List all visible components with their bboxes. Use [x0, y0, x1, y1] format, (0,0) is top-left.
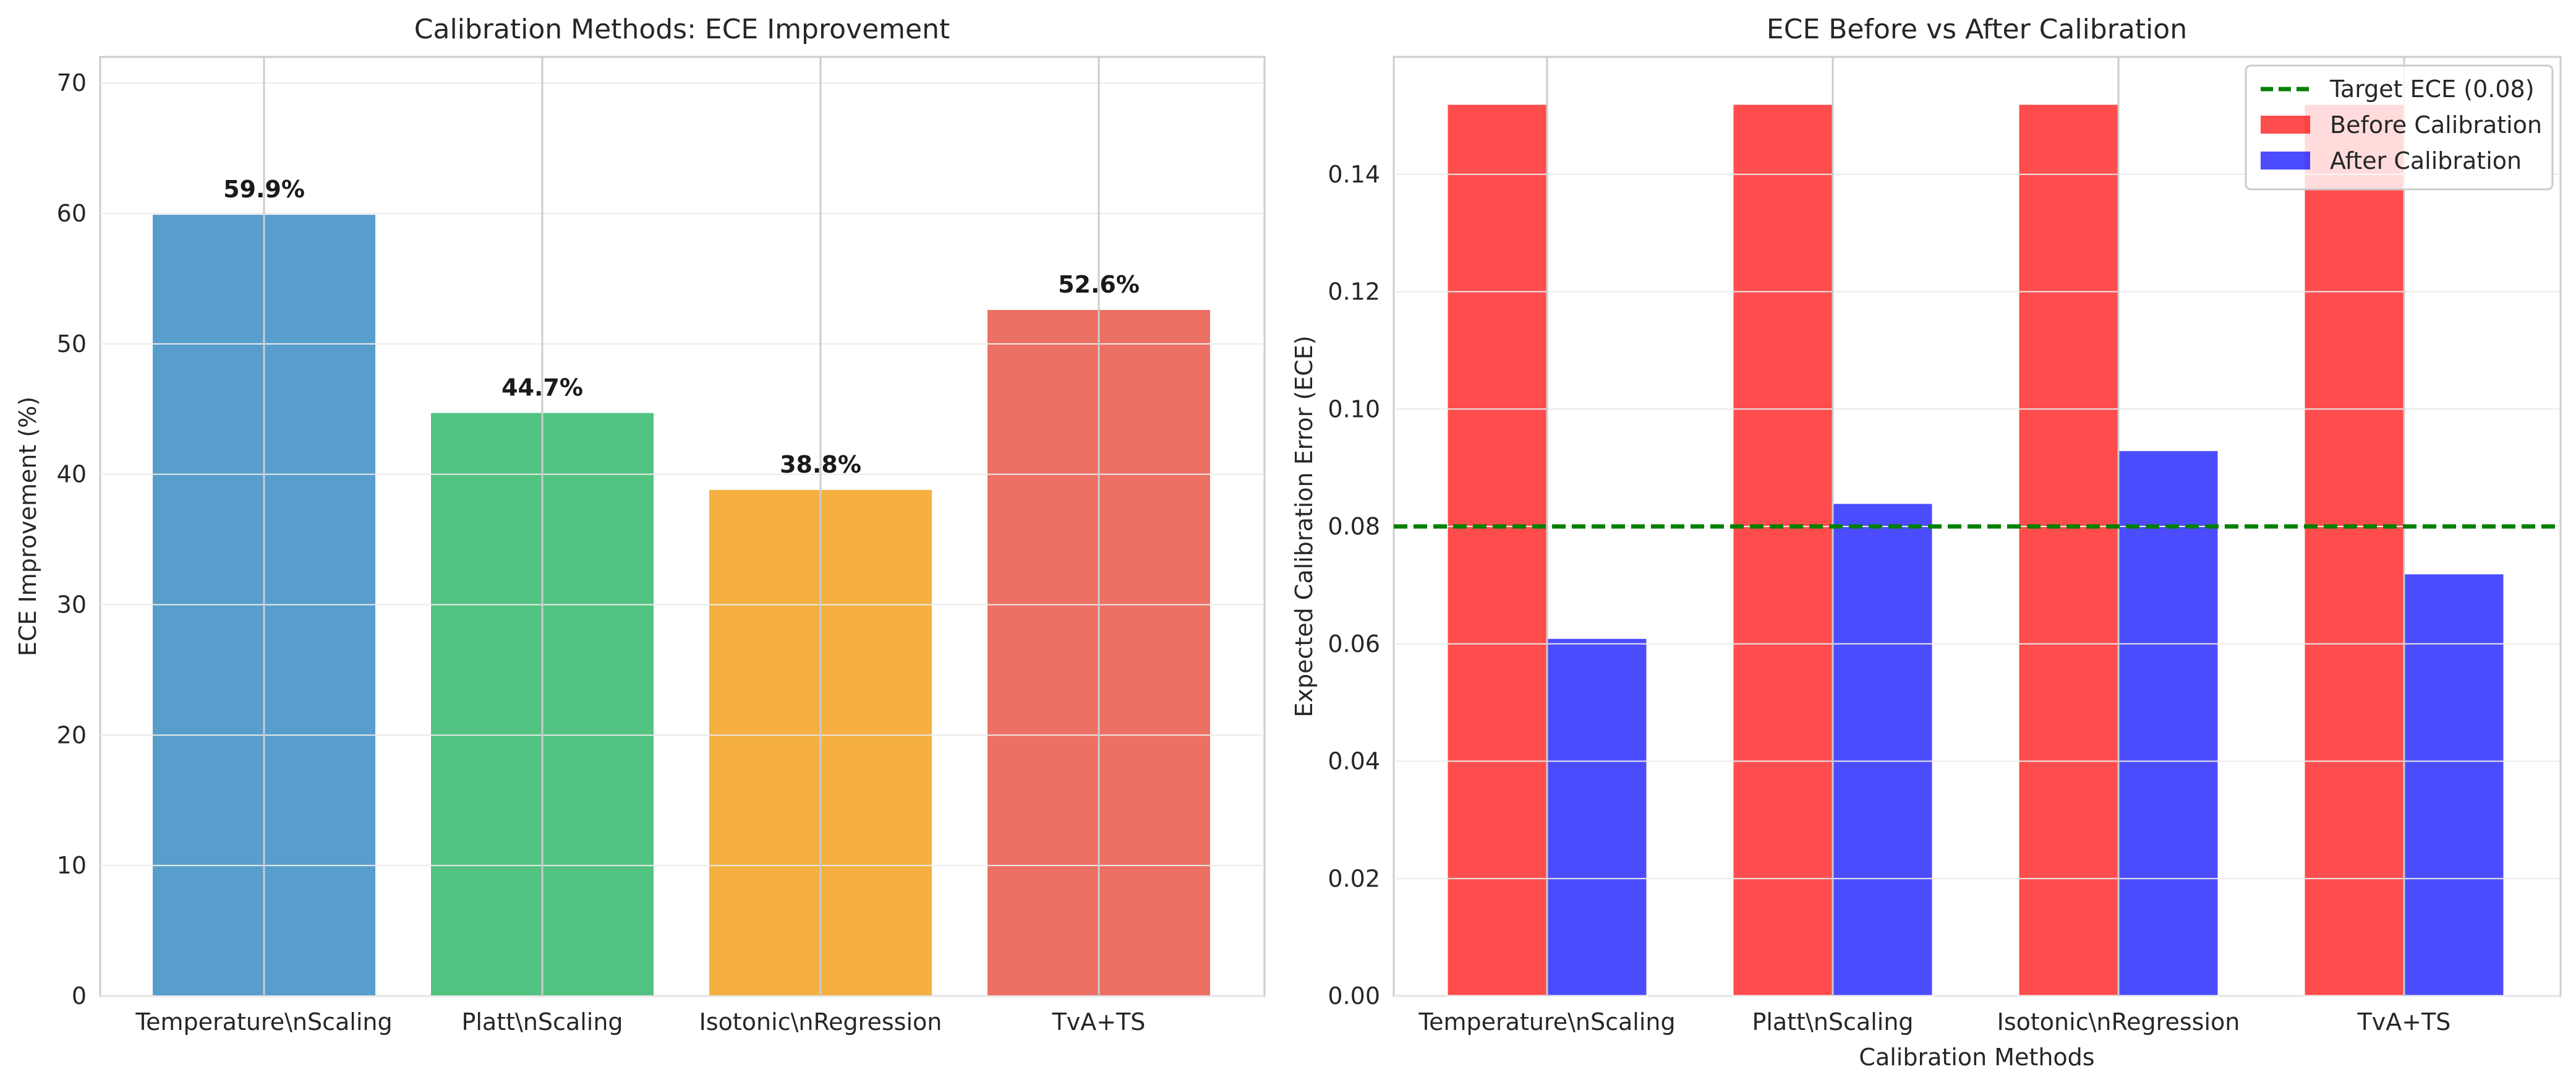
y-axis-label: ECE Improvement (%)	[14, 397, 41, 656]
y-tick-label: 0.10	[1328, 395, 1380, 423]
legend-swatch-before	[2261, 116, 2310, 134]
data-label: 52.6%	[1058, 271, 1140, 298]
bars	[1446, 103, 2506, 997]
y-tick-label: 10	[57, 852, 87, 879]
x-tick-label: Platt\nScaling	[461, 1008, 623, 1036]
data-labels: 59.9% 44.7% 38.8% 52.6%	[223, 176, 1140, 478]
legend-label-before: Before Calibration	[2330, 111, 2542, 139]
y-tick-label: 0.04	[1328, 748, 1380, 775]
legend: Target ECE (0.08) Before Calibration Aft…	[2245, 64, 2554, 191]
y-tick-label: 0.00	[1328, 982, 1380, 1010]
x-ticks: Temperature\nScaling Platt\nScaling Isoton…	[135, 1008, 1145, 1036]
x-tick-label: Isotonic\nRegression	[699, 1008, 942, 1036]
legend-swatch-after	[2261, 152, 2310, 170]
legend-box	[2245, 64, 2554, 191]
y-tick-label: 70	[57, 69, 87, 97]
bar-before	[2017, 103, 2120, 997]
bar-after	[2117, 449, 2220, 997]
x-tick-label: Platt\nScaling	[1752, 1008, 1913, 1036]
chart-title: Calibration Methods: ECE Improvement	[414, 14, 950, 45]
bar-before	[2303, 103, 2405, 997]
data-label: 44.7%	[501, 374, 583, 401]
y-tick-label: 60	[57, 200, 87, 227]
x-tick-label: TvA+TS	[2357, 1008, 2451, 1036]
x-tick-label: Temperature\nScaling	[1418, 1008, 1675, 1036]
y-tick-label: 40	[57, 461, 87, 488]
y-tick-label: 0.08	[1328, 513, 1380, 540]
y-tick-label: 20	[57, 721, 87, 749]
y-tick-label: 0.14	[1328, 161, 1380, 188]
y-tick-label: 0.06	[1328, 630, 1380, 658]
bar-after	[2403, 572, 2506, 997]
y-tick-label: 0.12	[1328, 278, 1380, 306]
data-label: 59.9%	[223, 176, 305, 203]
y-tick-label: 0	[72, 982, 87, 1010]
x-tick-label: TvA+TS	[1052, 1008, 1146, 1036]
chart-ece-comparison: 0.00 0.02 0.04 0.06 0.08 0.10 0.12 0.14 Tempera…	[1290, 14, 2562, 1071]
x-axis-label: Calibration Methods	[1859, 1044, 2094, 1071]
data-label: 38.8%	[780, 451, 861, 478]
y-ticks: 0 10 20 30 40 50 60 70	[57, 69, 87, 1010]
y-ticks: 0.00 0.02 0.04 0.06 0.08 0.10 0.12 0.14	[1328, 161, 1380, 1010]
chart-title: ECE Before vs After Calibration	[1767, 14, 2187, 45]
chart-improvement: 59.9% 44.7% 38.8% 52.6% 0 10 20 30 40 50 60 70 Tem…	[14, 14, 1266, 1036]
x-tick-label: Isotonic\nRegression	[1997, 1008, 2240, 1036]
bar-after	[1546, 637, 1648, 997]
x-ticks: Temperature\nScaling Platt\nScaling Isoton…	[1418, 1008, 2450, 1036]
y-tick-label: 0.02	[1328, 865, 1380, 892]
y-tick-label: 50	[57, 330, 87, 358]
legend-label-target: Target ECE (0.08)	[2329, 75, 2535, 103]
bar-after	[1832, 502, 1934, 997]
y-axis-label: Expected Calibration Error (ECE)	[1290, 335, 1318, 717]
legend-label-after: After Calibration	[2330, 147, 2522, 174]
bar-before	[1731, 103, 1834, 997]
y-tick-label: 30	[57, 591, 87, 619]
bar-before	[1446, 103, 1548, 997]
gridlines	[100, 57, 1265, 997]
x-tick-label: Temperature\nScaling	[135, 1008, 392, 1036]
